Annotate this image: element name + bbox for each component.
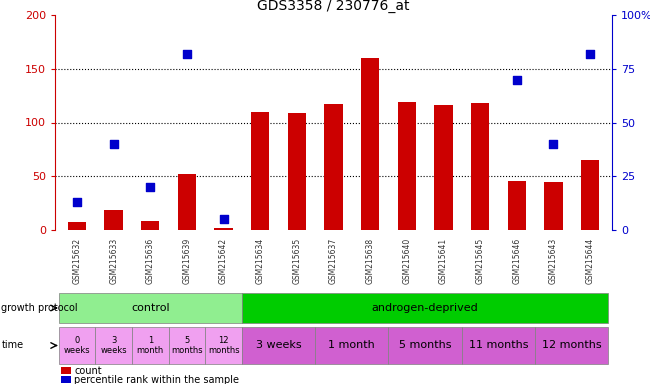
Point [218,216,229,222]
Bar [105,210,123,230]
Point [438,0,448,3]
Text: 11 months: 11 months [469,341,528,351]
Text: GSM215636: GSM215636 [146,237,155,284]
Text: GSM215639: GSM215639 [183,237,191,284]
Text: 1
month: 1 month [136,336,164,355]
Bar [242,293,608,323]
Text: 12 months: 12 months [542,341,601,351]
Bar [508,180,526,230]
Bar [132,327,168,364]
Text: count: count [75,366,102,376]
Bar [141,222,159,230]
Text: 0
weeks: 0 weeks [64,336,90,355]
Point [109,141,119,147]
Text: GSM215645: GSM215645 [476,237,485,284]
Point [182,51,192,57]
Title: GDS3358 / 230776_at: GDS3358 / 230776_at [257,0,410,13]
Point [475,3,486,10]
Bar [251,112,269,230]
Bar [361,58,380,230]
Bar [96,327,132,364]
Text: GSM215637: GSM215637 [329,237,338,284]
Bar [581,160,599,230]
Text: GSM215644: GSM215644 [586,237,595,284]
Text: androgen-deprived: androgen-deprived [372,303,478,313]
Text: GSM215640: GSM215640 [402,237,411,284]
Text: GSM215643: GSM215643 [549,237,558,284]
Point [145,184,155,190]
Point [548,141,558,147]
Point [402,0,412,3]
Text: 3 weeks: 3 weeks [255,341,302,351]
Text: GSM215646: GSM215646 [512,237,521,284]
Bar [68,222,86,230]
Bar [177,174,196,230]
Bar [389,327,462,364]
Bar [242,327,315,364]
Bar [60,376,71,383]
Point [72,199,82,205]
Text: GSM215641: GSM215641 [439,237,448,283]
Text: 5
months: 5 months [171,336,203,355]
Bar [214,228,233,230]
Bar [462,327,535,364]
Text: control: control [131,303,170,313]
Bar [315,327,389,364]
Text: growth protocol: growth protocol [1,303,78,313]
Text: GSM215632: GSM215632 [73,237,81,283]
Bar [58,327,96,364]
Text: 5 months: 5 months [399,341,451,351]
Bar [205,327,242,364]
Text: time: time [1,341,23,351]
Point [585,51,595,57]
Text: GSM215634: GSM215634 [255,237,265,284]
Text: 3
weeks: 3 weeks [100,336,127,355]
Bar [434,105,452,230]
Bar [471,103,489,230]
Bar [60,367,71,374]
Bar [398,102,416,230]
Bar [544,182,562,230]
Text: GSM215633: GSM215633 [109,237,118,284]
Text: GSM215638: GSM215638 [366,237,374,283]
Text: 12
months: 12 months [208,336,239,355]
Text: 1 month: 1 month [328,341,375,351]
Bar [58,293,242,323]
Text: percentile rank within the sample: percentile rank within the sample [75,375,239,384]
Point [512,76,522,83]
Bar [288,113,306,230]
Text: GSM215642: GSM215642 [219,237,228,283]
Bar [324,104,343,230]
Bar [535,327,608,364]
Bar [168,327,205,364]
Text: GSM215635: GSM215635 [292,237,302,284]
